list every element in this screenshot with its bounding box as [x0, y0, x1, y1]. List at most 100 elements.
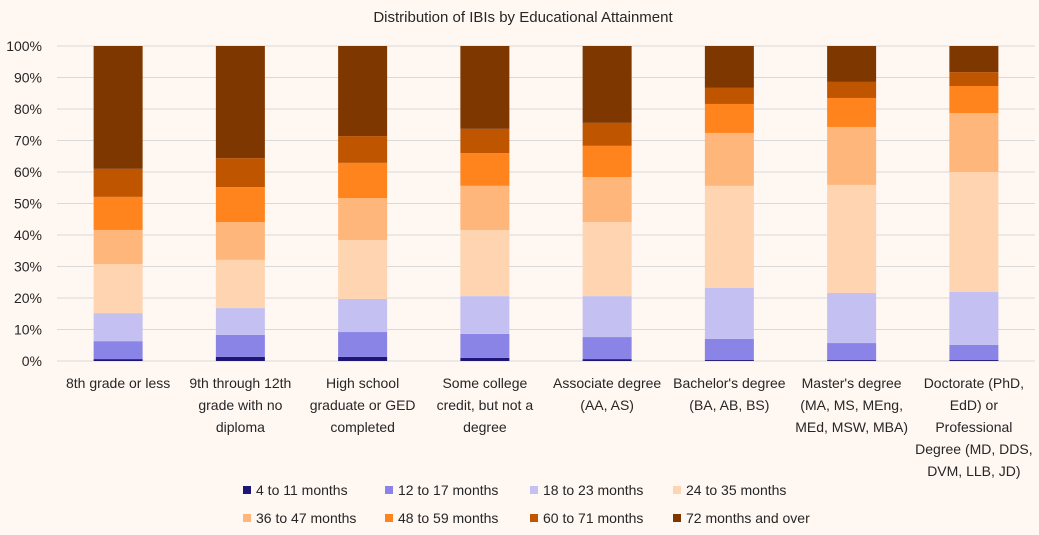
bar-segment: [338, 198, 388, 241]
y-tick-label: 30%: [14, 259, 42, 275]
x-tick-label: graduate or GED: [310, 397, 416, 413]
bar-segment: [704, 87, 754, 104]
bar-segment: [827, 184, 877, 293]
bar-segment: [338, 356, 388, 361]
bar-segment: [215, 222, 265, 260]
bar-segment: [460, 185, 510, 230]
bar-segment: [704, 338, 754, 361]
y-tick-label: 40%: [14, 227, 42, 243]
legend-swatch: [243, 514, 251, 522]
bar-segment: [582, 122, 632, 146]
x-tick-label: Associate degree: [553, 375, 661, 391]
chart-title: Distribution of IBIs by Educational Atta…: [373, 9, 673, 26]
legend-label: 72 months and over: [686, 510, 810, 526]
x-tick-label: completed: [330, 419, 395, 435]
bar-segment: [827, 97, 877, 127]
legend-label: 18 to 23 months: [543, 482, 643, 498]
legend-item: 18 to 23 months: [530, 482, 643, 498]
bar-segment: [582, 177, 632, 223]
bar-segment: [827, 360, 877, 361]
legend-label: 4 to 11 months: [256, 482, 348, 498]
bar-segment: [215, 308, 265, 335]
bar-segment: [215, 356, 265, 361]
y-tick-label: 80%: [14, 101, 42, 117]
bar-segment: [460, 357, 510, 361]
x-tick-label: 8th grade or less: [66, 375, 170, 391]
legend-item: 60 to 71 months: [530, 510, 643, 526]
bar-segment: [827, 343, 877, 361]
x-tick-label: Master's degree: [802, 375, 902, 391]
y-tick-label: 70%: [14, 133, 42, 149]
legend-label: 48 to 59 months: [398, 510, 498, 526]
bar-segment: [215, 334, 265, 357]
bar-segment: [338, 162, 388, 199]
legend-label: 12 to 17 months: [398, 482, 498, 498]
bar-segment: [582, 296, 632, 338]
bar-segment: [949, 360, 999, 361]
bar-segment: [704, 185, 754, 288]
legend-swatch: [673, 514, 681, 522]
bar-segment: [338, 136, 388, 163]
x-tick-label: MEd, MSW, MBA): [795, 419, 908, 435]
bar-segment: [582, 46, 632, 123]
x-tick-label: (AA, AS): [580, 397, 634, 413]
legend-item: 24 to 35 months: [673, 482, 786, 498]
bar-segment: [827, 292, 877, 344]
x-tick-label: High school: [326, 375, 399, 391]
legend-swatch: [530, 514, 538, 522]
bar-segment: [93, 46, 143, 169]
bar-segment: [704, 287, 754, 339]
bar-segment: [704, 132, 754, 186]
legend-swatch: [385, 514, 393, 522]
bar-segment: [460, 229, 510, 297]
bar-segment: [93, 313, 143, 342]
legend-label: 36 to 47 months: [256, 510, 356, 526]
legend-label: 60 to 71 months: [543, 510, 643, 526]
x-tick-label: Some college: [442, 375, 527, 391]
y-tick-label: 50%: [14, 196, 42, 212]
bar-segment: [93, 196, 143, 230]
bar-segment: [949, 344, 999, 361]
y-tick-label: 100%: [6, 38, 42, 54]
x-tick-label: 9th through 12th: [189, 375, 291, 391]
bar-segment: [93, 359, 143, 361]
bar-segment: [949, 72, 999, 87]
bar-segment: [949, 86, 999, 114]
x-tick-label: DVM, LLB, JD): [927, 463, 1020, 479]
x-tick-label: (BA, AB, BS): [689, 397, 769, 413]
legend-swatch: [530, 486, 538, 494]
legend-item: 36 to 47 months: [243, 510, 356, 526]
x-tick-label: Degree (MD, DDS,: [915, 441, 1032, 457]
bar-segment: [460, 153, 510, 186]
bar-segment: [460, 128, 510, 154]
bar-segment: [704, 103, 754, 133]
x-tick-label: (MA, MS, MEng,: [800, 397, 903, 413]
bar-segment: [93, 341, 143, 360]
legend-swatch: [243, 486, 251, 494]
x-tick-label: Doctorate (PhD,: [924, 375, 1024, 391]
bar-segment: [704, 360, 754, 361]
y-tick-label: 20%: [14, 290, 42, 306]
y-tick-label: 60%: [14, 164, 42, 180]
bar-segment: [215, 187, 265, 223]
bar-segment: [949, 292, 999, 345]
bar-segment: [827, 46, 877, 82]
y-tick-label: 0%: [22, 353, 42, 369]
bar-segment: [460, 46, 510, 129]
x-tick-label: grade with no: [198, 397, 282, 413]
bar-segment: [338, 240, 388, 299]
bar-segment: [93, 263, 143, 314]
y-tick-label: 90%: [14, 70, 42, 86]
legend-swatch: [673, 486, 681, 494]
x-tick-label: Bachelor's degree: [673, 375, 786, 391]
legend-item: 12 to 17 months: [385, 482, 498, 498]
bar-segment: [338, 332, 388, 357]
bar-segment: [215, 46, 265, 159]
bar-segment: [704, 46, 754, 88]
bar-segment: [827, 126, 877, 185]
bar-segment: [338, 46, 388, 137]
x-tick-label: degree: [463, 419, 507, 435]
bar-segment: [582, 145, 632, 178]
bar-segment: [215, 158, 265, 188]
